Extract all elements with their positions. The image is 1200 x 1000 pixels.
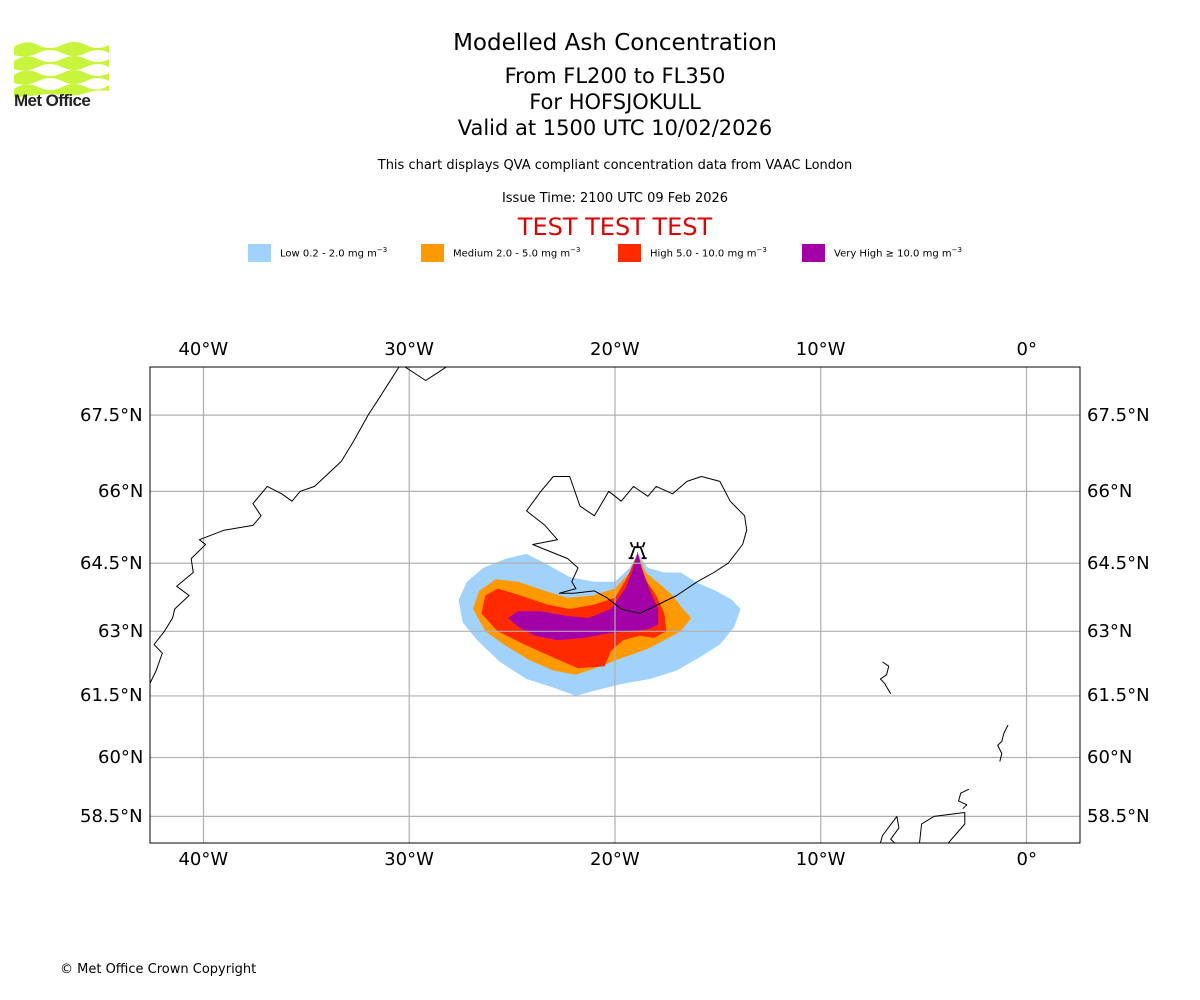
legend-swatch-medium — [421, 244, 444, 262]
legend-swatch-very-high — [802, 244, 825, 262]
lat-label-right: 66°N — [1087, 480, 1133, 502]
lat-label-right: 60°N — [1087, 747, 1133, 769]
coastline-shetland — [997, 724, 1009, 762]
gridlines — [150, 367, 1080, 843]
coastlines — [150, 367, 1009, 843]
test-banner: TEST TEST TEST — [517, 213, 713, 241]
lat-label-left: 66°N — [98, 480, 144, 502]
legend-label-high: High 5.0 - 10.0 mg m−3 — [650, 246, 767, 260]
lon-label-top: 30°W — [384, 338, 434, 360]
legend-item-medium: Medium 2.0 - 5.0 mg m−3 — [421, 244, 580, 262]
lat-label-right: 67.5°N — [1087, 404, 1150, 426]
lat-label-right: 64.5°N — [1087, 552, 1150, 574]
lon-label-bottom: 30°W — [384, 848, 434, 870]
lat-label-left: 63°N — [98, 620, 144, 642]
chart-description: This chart displays QVA compliant concen… — [377, 158, 853, 173]
lat-label-left: 64.5°N — [80, 552, 143, 574]
lat-label-right: 61.5°N — [1087, 685, 1150, 707]
met-office-logo-text: Met Office — [14, 91, 91, 110]
flight-levels: From FL200 to FL350 — [504, 64, 726, 88]
copyright: © Met Office Crown Copyright — [60, 962, 257, 977]
coastline-scotland — [919, 812, 966, 843]
legend-swatch-high — [618, 244, 641, 262]
chart-title: Modelled Ash Concentration — [453, 30, 777, 56]
lon-label-top: 40°W — [178, 338, 229, 360]
legend-item-very-high: Very High ≥ 10.0 mg m−3 — [802, 244, 962, 262]
coastline-orkney — [958, 788, 970, 810]
met-office-logo-icon — [14, 42, 109, 97]
lon-label-bottom: 20°W — [590, 848, 640, 870]
valid-time: Valid at 1500 UTC 10/02/2026 — [457, 116, 773, 140]
lon-label-top: 20°W — [590, 338, 640, 360]
lon-label-bottom: 10°W — [795, 848, 846, 870]
coastline-lewis — [879, 815, 900, 843]
lon-label-top: 10°W — [795, 338, 846, 360]
volcano-icon — [628, 541, 647, 560]
lon-label-bottom: 40°W — [178, 848, 229, 870]
map-frame — [149, 366, 1081, 844]
lat-label-right: 63°N — [1087, 620, 1133, 642]
coastline-greenland-north — [404, 367, 447, 381]
logo-waves — [14, 42, 109, 97]
legend-item-low: Low 0.2 - 2.0 mg m−3 — [248, 244, 387, 262]
coastline-faroe — [879, 661, 892, 695]
ash-contour-very-high — [508, 551, 659, 641]
lon-label-bottom: 0° — [1016, 848, 1037, 870]
legend-label-medium: Medium 2.0 - 5.0 mg m−3 — [453, 246, 581, 260]
ash-contours — [458, 551, 741, 696]
ash-contour-high — [481, 553, 667, 669]
coastline-iceland — [526, 476, 748, 614]
lat-label-left: 58.5°N — [80, 805, 143, 827]
volcano-marker — [628, 541, 647, 560]
lat-label-left: 60°N — [98, 747, 144, 769]
volcano-name: For HOFSJOKULL — [529, 90, 701, 114]
legend-label-low: Low 0.2 - 2.0 mg m−3 — [280, 246, 388, 260]
legend-swatch-low — [248, 244, 271, 262]
lat-label-left: 61.5°N — [80, 685, 143, 707]
issue-time: Issue Time: 2100 UTC 09 Feb 2026 — [501, 191, 729, 206]
legend-item-high: High 5.0 - 10.0 mg m−3 — [618, 244, 767, 262]
lon-label-top: 0° — [1016, 338, 1037, 360]
lat-label-right: 58.5°N — [1087, 805, 1150, 827]
lat-label-left: 67.5°N — [80, 404, 143, 426]
coastline-greenland — [150, 367, 400, 684]
legend-label-very-high: Very High ≥ 10.0 mg m−3 — [834, 246, 962, 260]
